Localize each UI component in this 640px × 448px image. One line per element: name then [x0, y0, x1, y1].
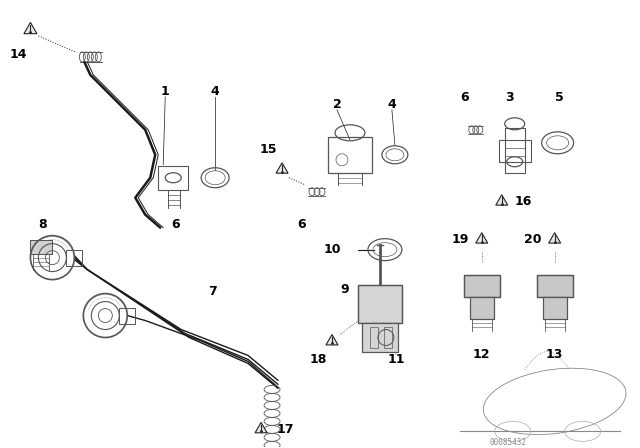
Text: 15: 15 [259, 143, 277, 156]
Text: 9: 9 [340, 283, 349, 296]
Bar [543, 297, 566, 319]
Bar [470, 297, 493, 319]
Bar [384, 327, 392, 349]
Text: 13: 13 [546, 348, 563, 361]
Text: 6: 6 [171, 218, 180, 231]
Bar [505, 128, 525, 173]
Bar [119, 308, 135, 323]
Bar [328, 137, 372, 173]
Bar [358, 284, 402, 323]
Bar [31, 240, 52, 254]
Text: 8: 8 [38, 218, 47, 231]
Text: 11: 11 [387, 353, 404, 366]
Bar [358, 284, 402, 323]
Text: 00085432: 00085432 [490, 438, 527, 447]
Bar [158, 166, 188, 190]
Bar [499, 140, 531, 162]
Bar [464, 275, 500, 297]
Text: 4: 4 [388, 99, 396, 112]
Text: 4: 4 [211, 86, 220, 99]
Bar [470, 297, 493, 319]
Text: 3: 3 [506, 91, 514, 104]
Text: 6: 6 [298, 218, 307, 231]
Text: 10: 10 [323, 243, 340, 256]
Bar [31, 240, 52, 254]
Polygon shape [24, 22, 37, 34]
Text: 17: 17 [276, 423, 294, 436]
Text: 6: 6 [460, 91, 469, 104]
Text: 14: 14 [10, 48, 27, 61]
Bar [464, 275, 500, 297]
Text: 5: 5 [556, 91, 564, 104]
Text: 20: 20 [524, 233, 541, 246]
Text: 16: 16 [515, 195, 532, 208]
Text: 19: 19 [451, 233, 468, 246]
Bar [362, 323, 398, 353]
Bar [362, 323, 398, 353]
Polygon shape [276, 163, 288, 173]
Polygon shape [496, 195, 508, 205]
Text: 12: 12 [473, 348, 490, 361]
Polygon shape [476, 233, 488, 243]
Bar [370, 327, 378, 349]
Text: 1: 1 [161, 86, 170, 99]
Bar [537, 275, 573, 297]
Text: 18: 18 [309, 353, 326, 366]
Text: 7: 7 [208, 285, 216, 298]
Bar [537, 275, 573, 297]
Bar [543, 297, 566, 319]
Polygon shape [255, 422, 267, 433]
Polygon shape [548, 233, 561, 243]
Text: 2: 2 [333, 99, 341, 112]
Polygon shape [326, 335, 338, 345]
Bar [67, 250, 83, 266]
